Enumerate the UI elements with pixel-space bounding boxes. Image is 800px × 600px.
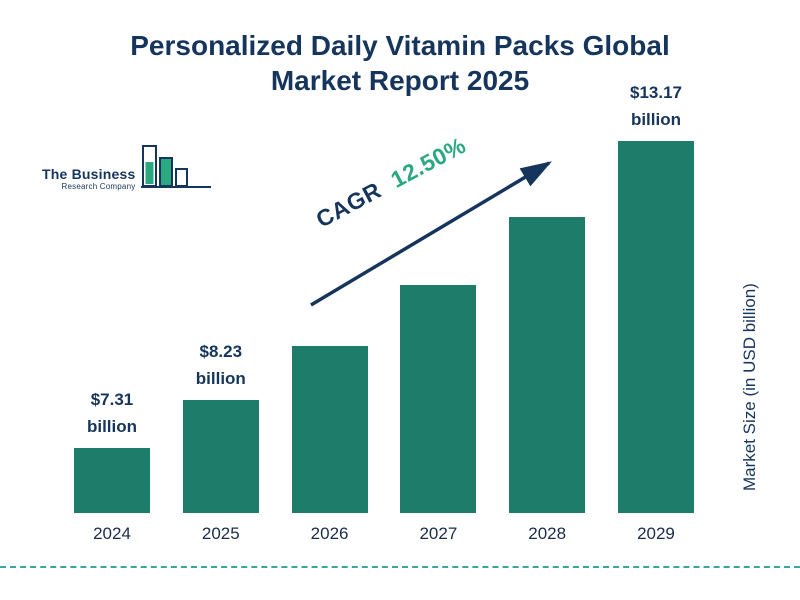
logo-line1: The Business bbox=[42, 166, 136, 182]
bar-value-label-2024: $7.31 billion bbox=[86, 390, 138, 436]
x-axis-label-2025: 2025 bbox=[201, 524, 240, 543]
bar-group-2025: $8.23 billion 2025 bbox=[177, 339, 265, 545]
logo-bars-icon bbox=[141, 142, 213, 199]
bar-group-2024: $7.31 billion 2024 bbox=[68, 387, 156, 545]
company-logo-text: The Business Research Company bbox=[42, 166, 135, 199]
bar-2026 bbox=[291, 346, 368, 513]
company-logo: The Business Research Company bbox=[42, 142, 213, 199]
bar-2024 bbox=[74, 448, 150, 513]
x-axis-label-2026: 2026 bbox=[310, 524, 349, 543]
x-axis-label-2027: 2027 bbox=[419, 524, 458, 543]
y-axis-label: Market Size (in USD billion) bbox=[740, 283, 759, 491]
bar-2027 bbox=[400, 285, 477, 513]
bar-group-2028: 2028 bbox=[503, 209, 591, 545]
x-axis-label-2028: 2028 bbox=[528, 524, 567, 543]
bar-2028 bbox=[509, 217, 586, 513]
bar-group-2027: 2027 bbox=[394, 277, 482, 545]
bar-group-2029: $13.17 billion 2029 bbox=[612, 80, 700, 545]
bar-2025 bbox=[182, 400, 259, 513]
bottom-dashed-divider bbox=[0, 566, 800, 568]
bars-container: $7.31 billion 2024 $8.23 billion 2025 2026 20… bbox=[68, 80, 700, 545]
logo-line2: Research Company bbox=[61, 182, 136, 191]
bar-value-label-2025: $8.23 billion bbox=[195, 342, 246, 388]
chart-title: Personalized Daily Vitamin Packs Global … bbox=[130, 30, 670, 96]
bar-value-label-2029: $13.17 billion bbox=[629, 83, 682, 129]
x-axis-label-2024: 2024 bbox=[93, 524, 131, 543]
growth-arrow-icon bbox=[305, 145, 567, 325]
x-axis-label-2029: 2029 bbox=[637, 524, 675, 543]
bar-2029 bbox=[617, 141, 694, 513]
bar-group-2026: 2026 bbox=[286, 338, 374, 545]
